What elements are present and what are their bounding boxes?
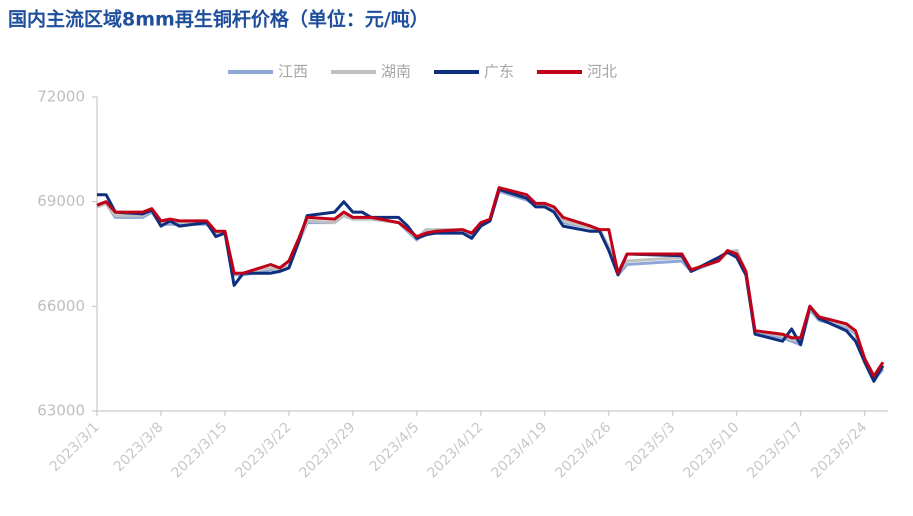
y-tick-label: 63000 [37, 402, 85, 420]
x-tick-label: 2023/4/19 [488, 419, 550, 481]
x-tick-label: 2023/3/8 [111, 419, 167, 475]
x-tick-label: 2023/3/29 [296, 419, 358, 481]
legend-label: 广东 [484, 63, 514, 81]
x-tick-label: 2023/3/22 [233, 419, 295, 481]
legend-label: 河北 [587, 63, 617, 81]
x-tick-label: 2023/3/1 [47, 419, 103, 475]
x-tick-label: 2023/5/3 [623, 419, 679, 475]
series-line [97, 188, 885, 383]
x-tick-label: 2023/5/24 [808, 419, 870, 481]
y-tick-label: 69000 [37, 192, 85, 210]
y-tick-label: 66000 [37, 297, 85, 315]
legend-label: 江西 [278, 63, 308, 81]
x-tick-label: 2023/4/12 [424, 419, 486, 481]
y-tick-label: 72000 [37, 88, 85, 106]
legend-label: 湖南 [381, 63, 411, 81]
chart-title: 国内主流区域8mm再生铜杆价格（单位：元/吨） [8, 8, 429, 31]
x-tick-label: 2023/4/26 [552, 419, 614, 481]
x-tick-label: 2023/4/5 [367, 419, 423, 475]
x-tick-label: 2023/3/15 [169, 419, 231, 481]
x-tick-label: 2023/5/17 [744, 419, 806, 481]
series-line [96, 186, 885, 378]
x-tick-label: 2023/5/10 [680, 419, 742, 481]
